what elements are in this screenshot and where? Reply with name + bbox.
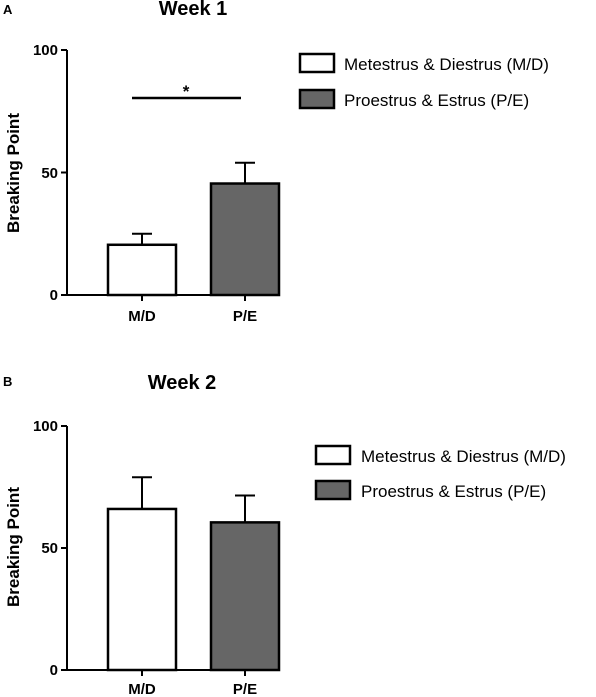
- panel-b-bar-pe: [209, 521, 281, 672]
- panel-b-y-tick-group: 0 50 100: [33, 418, 67, 679]
- panel-b-y-axis-label: Breaking Point: [4, 487, 23, 607]
- panel-b-legend: Metestrus & Diestrus (M/D) Proestrus & E…: [314, 444, 566, 501]
- panel-a-significance-star: *: [183, 82, 190, 101]
- panel-a-legend-label-md: Metestrus & Diestrus (M/D): [344, 55, 549, 74]
- panel-b-week-2: B Week 2 Breaking Point 0 50 100 M/D P/E…: [3, 372, 566, 697]
- panel-b-legend-label-pe: Proestrus & Estrus (P/E): [361, 482, 546, 501]
- panel-a-y-tick-label: 100: [33, 42, 58, 59]
- panel-b-letter: B: [3, 374, 12, 389]
- panel-a-bar-md: [106, 243, 178, 297]
- panel-a-legend-swatch-md: [298, 52, 336, 74]
- panel-a-y-tick-label: 0: [50, 287, 58, 304]
- panel-b-y-tick-label: 0: [50, 662, 58, 679]
- panel-a-bar-pe: [209, 182, 281, 297]
- panel-b-x-tick-label-md: M/D: [128, 681, 156, 697]
- panel-a-title: Week 1: [159, 0, 228, 20]
- panel-a-week-1: A Week 1 Breaking Point 0 50 100 * M/D P…: [3, 0, 549, 325]
- panel-a-legend-label-pe: Proestrus & Estrus (P/E): [344, 91, 529, 110]
- panel-b-y-tick-label: 50: [41, 540, 58, 557]
- panel-a-legend-swatch-pe: [298, 88, 336, 110]
- panel-a-letter: A: [3, 2, 13, 17]
- panel-b-legend-swatch-pe: [314, 479, 352, 501]
- panel-a-y-axis-label: Breaking Point: [4, 113, 23, 233]
- panel-b-legend-label-md: Metestrus & Diestrus (M/D): [361, 447, 566, 466]
- panel-b-bar-md: [106, 507, 178, 672]
- panel-b-title: Week 2: [148, 372, 217, 394]
- panel-a-legend: Metestrus & Diestrus (M/D) Proestrus & E…: [298, 52, 549, 110]
- panel-b-legend-swatch-md: [314, 444, 352, 466]
- panel-a-x-tick-label-md: M/D: [128, 308, 156, 325]
- panel-b-x-tick-label-pe: P/E: [233, 681, 257, 697]
- panel-b-y-tick-label: 100: [33, 418, 58, 435]
- panel-a-y-tick-label: 50: [41, 165, 58, 182]
- panel-a-y-tick-group: 0 50 100: [33, 42, 67, 304]
- panel-a-x-tick-label-pe: P/E: [233, 308, 257, 325]
